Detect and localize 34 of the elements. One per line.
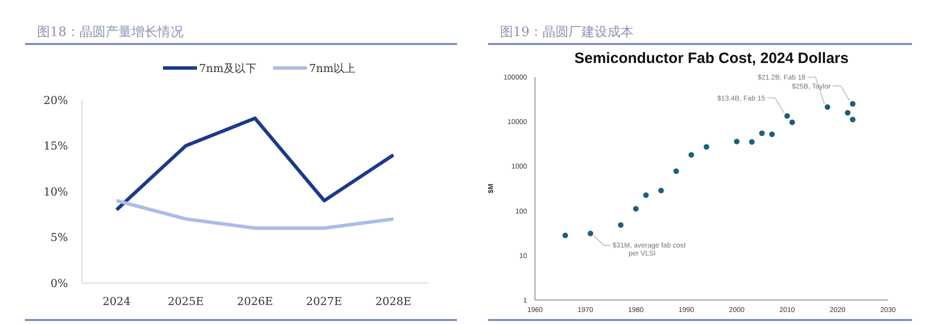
point <box>704 144 710 150</box>
point <box>749 139 755 145</box>
x-tick-label: 2028E <box>375 295 412 308</box>
y-tick-label: 20% <box>44 94 68 107</box>
point <box>588 230 594 236</box>
point <box>688 152 694 158</box>
point <box>633 206 639 212</box>
x-tick-label: 2024 <box>102 295 131 308</box>
y-tick-label: 0% <box>50 276 68 290</box>
chart-subtitle: Semiconductor Fab Cost, 2024 Dollars <box>574 50 849 67</box>
point <box>784 113 790 119</box>
point <box>658 188 664 194</box>
legend-label: 7nm以上 <box>309 62 356 75</box>
y-tick-label: 5% <box>50 231 68 244</box>
point <box>850 101 856 107</box>
chart-title: 图19：晶圆厂建设成本 <box>500 25 634 40</box>
point <box>844 110 850 116</box>
point <box>562 232 568 238</box>
legend-label: 7nm及以下 <box>199 62 257 75</box>
point <box>759 130 765 136</box>
point <box>673 168 679 174</box>
x-tick-label: 2025E <box>168 295 204 308</box>
point <box>824 104 830 110</box>
x-tick-label: 2027E <box>306 295 342 308</box>
point <box>789 119 795 126</box>
point <box>643 192 649 198</box>
y-tick-label: 10% <box>44 185 68 198</box>
y-tick-label: 15% <box>44 140 68 153</box>
chart-title: 图18：晶圆产量增长情况 <box>37 25 184 40</box>
point <box>734 138 740 144</box>
x-tick-label: 2026E <box>236 295 274 308</box>
point <box>618 222 624 228</box>
point <box>850 116 856 122</box>
point <box>769 131 775 138</box>
